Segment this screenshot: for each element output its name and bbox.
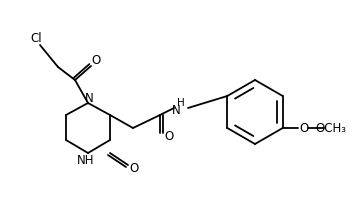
Text: O: O xyxy=(129,161,139,175)
Text: N: N xyxy=(171,104,180,118)
Text: O: O xyxy=(299,121,308,135)
Text: O: O xyxy=(91,54,101,68)
Text: H: H xyxy=(177,98,185,108)
Text: NH: NH xyxy=(77,155,95,167)
Text: N: N xyxy=(84,93,93,105)
Text: Cl: Cl xyxy=(30,31,42,45)
Text: OCH₃: OCH₃ xyxy=(316,121,347,135)
Text: O: O xyxy=(164,130,174,142)
